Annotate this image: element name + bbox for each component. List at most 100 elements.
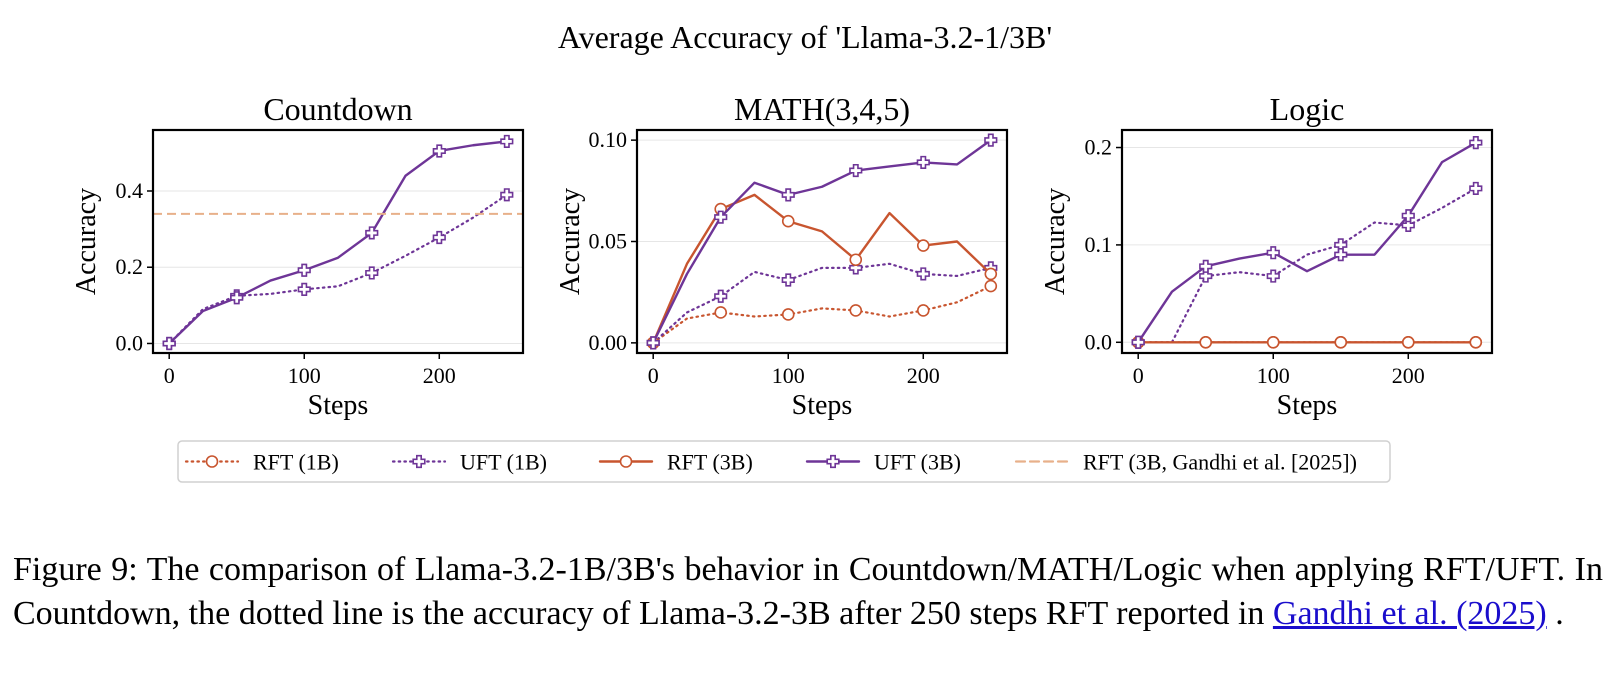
legend-marker-rft-1b <box>205 455 219 468</box>
caption-label: Figure 9: <box>13 551 138 588</box>
panel-math-3-4-5: 0 100 200 0.00 0.05 0.10 MATH(3,4,5) Steps Accur… <box>555 91 1009 421</box>
legend-label-rft-3b: RFT (3B) <box>667 450 753 475</box>
series-countdown-uft-3b-point-150 <box>365 226 379 240</box>
series-group-countdown <box>153 134 523 351</box>
series-countdown-uft-3b-line <box>168 140 508 345</box>
legend-label-uft-1b: UFT (1B) <box>460 450 547 475</box>
legend-marker-rft-3b <box>619 455 633 468</box>
series-countdown-uft-1b-point-200 <box>432 230 446 245</box>
caption-citation-link[interactable]: Gandhi et al. (2025) <box>1272 595 1547 632</box>
subplot-panels: 0 100 200 0.0 0.2 0.4 Countdown Steps Accuracy 0 1… <box>71 91 1494 421</box>
legend-entry-rft-1b: RFT (1B) <box>184 450 339 475</box>
caption-suffix: . <box>1546 595 1564 632</box>
series-math-3-4-5-uft-3b-point-100 <box>781 188 795 202</box>
ytick-label-countdown-0: 0.0 <box>116 330 144 355</box>
series-math-3-4-5-rft-1b-point-150 <box>849 304 863 317</box>
series-logic-uft-1b-point-250 <box>1469 181 1483 196</box>
caption-text: The comparison of Llama-3.2-1B/3B's beha… <box>13 551 1603 632</box>
xlabel-logic: Steps <box>1277 390 1338 421</box>
series-math-3-4-5-uft-3b-point-150 <box>849 163 863 178</box>
legend-entry-uft-3b: UFT (3B) <box>805 450 961 475</box>
series-countdown-uft-1b-line <box>168 193 508 345</box>
ytick-label-logic-1: 0.1 <box>1085 232 1113 257</box>
series-math-3-4-5-rft-1b-line <box>652 285 992 344</box>
series-math-3-4-5-uft-3b-point-0 <box>646 336 660 350</box>
legend: RFT (1B) UFT (1B) RFT (3B) UFT (3B) RFT (3B,… <box>177 440 1391 483</box>
series-logic-uft-3b-point-150 <box>1334 248 1348 262</box>
ylabel-logic: Accuracy <box>1040 188 1071 295</box>
legend-marker-uft-3b <box>826 454 840 469</box>
series-logic-rft-3b-point-150 <box>1334 335 1348 349</box>
subplot-title-countdown: Countdown <box>263 91 412 127</box>
legend-entry-uft-1b: UFT (1B) <box>391 450 547 475</box>
xtick-label-countdown-100: 100 <box>288 363 321 388</box>
series-math-3-4-5-uft-3b-line <box>652 138 992 345</box>
series-math-3-4-5-uft-1b-point-50 <box>714 289 728 303</box>
series-math-3-4-5-uft-3b-point-50 <box>714 210 728 224</box>
series-math-3-4-5-uft-1b-line <box>652 262 992 344</box>
xtick-label-math-3-4-5-200: 200 <box>907 363 940 388</box>
series-logic-rft-3b-point-200 <box>1401 335 1415 349</box>
xlabel-countdown: Steps <box>308 390 369 421</box>
figure-caption: Figure 9: The comparison of Llama-3.2-1B… <box>13 548 1603 636</box>
series-countdown-uft-3b-point-250 <box>500 134 514 149</box>
figure-suptitle: Average Accuracy of 'Llama-3.2-1/3B' <box>558 19 1052 55</box>
series-math-3-4-5-uft-1b-point-100 <box>781 273 795 287</box>
ytick-label-logic-0: 0.0 <box>1085 329 1113 354</box>
legend-marker-uft-1b <box>412 454 426 469</box>
series-math-3-4-5-uft-1b-point-200 <box>916 267 930 281</box>
xtick-label-logic-200: 200 <box>1392 363 1425 388</box>
series-math-3-4-5-rft-3b-line <box>652 193 992 345</box>
subplot-title-logic: Logic <box>1270 91 1345 127</box>
series-math-3-4-5-uft-3b-point-200 <box>916 155 930 170</box>
series-logic-rft-3b-point-50 <box>1199 335 1213 349</box>
legend-entry-rft-3b-gandhi-et-al-2025: RFT (3B, Gandhi et al. [2025]) <box>1014 450 1357 475</box>
ylabel-countdown: Accuracy <box>71 188 102 295</box>
series-logic-uft-3b-point-200 <box>1401 209 1415 223</box>
series-math-3-4-5-rft-1b-point-200 <box>916 304 930 317</box>
ytick-label-math-3-4-5-0: 0.00 <box>589 330 628 355</box>
series-logic-uft-3b-point-0 <box>1131 335 1145 349</box>
series-logic-uft-3b-point-100 <box>1266 246 1280 260</box>
legend-entry-rft-3b: RFT (3B) <box>598 450 753 475</box>
ytick-label-math-3-4-5-2: 0.10 <box>589 127 628 152</box>
legend-box <box>177 440 1391 483</box>
axes-frame-logic <box>1120 128 1494 355</box>
series-logic-rft-3b-point-100 <box>1266 335 1280 349</box>
series-countdown-uft-3b-point-100 <box>297 263 311 277</box>
series-logic-uft-3b-line <box>1137 141 1477 344</box>
panel-countdown: 0 100 200 0.0 0.2 0.4 Countdown Steps Accuracy <box>71 91 525 421</box>
series-countdown-uft-1b-point-150 <box>365 266 379 280</box>
series-countdown-uft-3b-point-50 <box>230 291 244 305</box>
legend-label-rft-1b: RFT (1B) <box>253 450 339 475</box>
ytick-label-countdown-2: 0.4 <box>116 178 144 203</box>
series-logic-uft-1b-line <box>1137 187 1477 344</box>
series-math-3-4-5-rft-3b-point-250 <box>984 267 998 281</box>
series-logic-uft-3b-point-250 <box>1469 136 1483 150</box>
xtick-label-logic-0: 0 <box>1133 363 1144 388</box>
series-math-3-4-5-rft-3b-point-200 <box>916 239 930 252</box>
xtick-label-math-3-4-5-0: 0 <box>648 363 659 388</box>
series-math-3-4-5-rft-1b-point-50 <box>714 306 728 319</box>
axes-frame-countdown <box>151 128 525 355</box>
series-math-3-4-5-rft-3b-point-100 <box>781 214 795 228</box>
xtick-label-logic-100: 100 <box>1257 363 1290 388</box>
series-group-math-3-4-5 <box>646 133 998 350</box>
series-countdown-uft-3b-point-0 <box>162 336 176 351</box>
ytick-label-logic-2: 0.2 <box>1085 135 1113 160</box>
series-math-3-4-5-rft-3b-point-150 <box>849 253 863 267</box>
ytick-label-countdown-1: 0.2 <box>116 254 144 279</box>
xtick-label-math-3-4-5-100: 100 <box>772 363 805 388</box>
xtick-label-countdown-200: 200 <box>423 363 456 388</box>
panel-logic: 0 100 200 0.0 0.1 0.2 Logic Steps Accuracy <box>1040 91 1494 421</box>
series-logic-uft-3b-point-50 <box>1199 259 1213 273</box>
figure: Average Accuracy of 'Llama-3.2-1/3B' 0 10… <box>71 19 1494 483</box>
series-math-3-4-5-uft-1b-point-150 <box>849 261 863 275</box>
ylabel-math-3-4-5: Accuracy <box>555 188 586 295</box>
series-countdown-uft-1b-point-250 <box>500 188 514 202</box>
series-logic-uft-1b-point-100 <box>1266 269 1280 283</box>
legend-label-rft-3b-gandhi-et-al-2025: RFT (3B, Gandhi et al. [2025]) <box>1083 450 1357 475</box>
series-group-logic <box>1131 136 1483 349</box>
xtick-label-countdown-0: 0 <box>164 363 175 388</box>
series-countdown-uft-3b-point-200 <box>432 144 446 158</box>
